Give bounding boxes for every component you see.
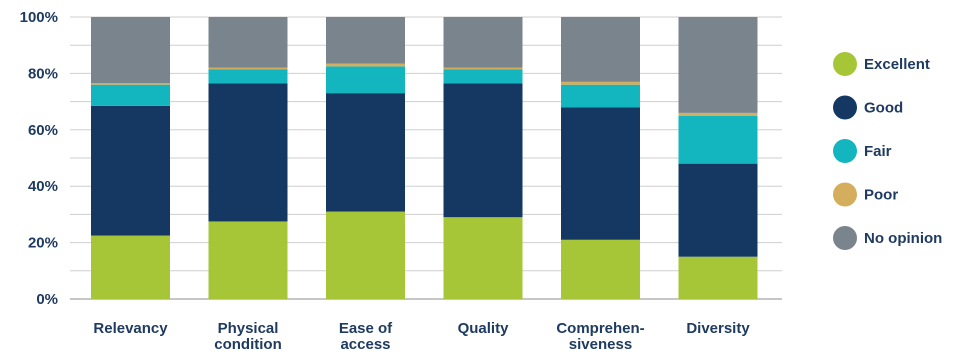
legend-swatch — [833, 139, 857, 163]
bar-segment-good — [208, 83, 288, 222]
legend-swatch — [833, 95, 857, 120]
bar-segment-poor — [326, 63, 405, 67]
legend-label: Poor — [864, 187, 898, 204]
y-tick-label: 100% — [20, 9, 58, 26]
bar-segment-no-opinion — [91, 17, 170, 84]
x-tick-label: Diversity — [686, 320, 750, 337]
y-tick-label: 60% — [28, 122, 58, 139]
bar-segment-fair — [208, 69, 288, 84]
legend-label: Fair — [864, 143, 892, 160]
legend-label: Good — [864, 100, 903, 117]
bar-segment-poor — [561, 81, 640, 85]
legend-swatch — [833, 226, 857, 250]
bar-segment-no-opinion — [326, 17, 405, 64]
bar-segment-fair — [678, 115, 758, 164]
x-tick-label: Physical condition — [214, 320, 282, 353]
x-tick-label: Comprehen-siveness — [556, 320, 644, 353]
x-tick-label: Relevancy — [93, 320, 168, 337]
legend: Excellent Good Fair Poor No opinion — [833, 52, 942, 250]
y-tick-label: 40% — [28, 178, 58, 195]
bar-segment-no-opinion — [678, 17, 758, 113]
y-axis: 0% 20% 40% 60% 80% 100% — [20, 9, 58, 308]
bar-segment-good — [91, 105, 170, 236]
bar-segment-poor — [443, 67, 523, 70]
bar-segment-poor — [91, 83, 170, 85]
bars — [91, 17, 758, 299]
legend-label: Excellent — [864, 56, 930, 73]
x-tick-label: Quality — [458, 320, 510, 337]
bar-segment-excellent — [561, 239, 640, 299]
bar-segment-no-opinion — [443, 17, 523, 68]
bar-segment-good — [678, 163, 758, 257]
bar-segment-fair — [561, 84, 640, 108]
bar-segment-excellent — [208, 221, 288, 299]
legend-label: No opinion — [864, 230, 942, 247]
bar-segment-no-opinion — [208, 17, 288, 68]
bar-segment-poor — [208, 67, 288, 70]
bar-segment-no-opinion — [561, 17, 640, 82]
gridlines — [70, 16, 782, 300]
y-tick-label: 0% — [36, 291, 58, 308]
bar-segment-excellent — [678, 256, 758, 299]
bar-segment-fair — [91, 84, 170, 106]
bar-segment-good — [443, 83, 523, 218]
legend-swatch — [833, 52, 857, 76]
bar-segment-excellent — [326, 211, 405, 299]
y-tick-label: 20% — [28, 235, 58, 252]
bar-segment-good — [326, 93, 405, 212]
bar-segment-excellent — [443, 217, 523, 299]
bar-segment-fair — [443, 69, 523, 84]
legend-swatch — [833, 182, 857, 207]
bar-segment-poor — [678, 112, 758, 116]
x-axis: Relevancy Physical condition Ease of access Q… — [93, 320, 750, 353]
bar-segment-good — [561, 107, 640, 240]
y-tick-label: 80% — [28, 65, 58, 82]
bar-segment-fair — [326, 66, 405, 94]
bar-segment-excellent — [91, 235, 170, 299]
x-tick-label: Ease of access — [339, 320, 393, 353]
